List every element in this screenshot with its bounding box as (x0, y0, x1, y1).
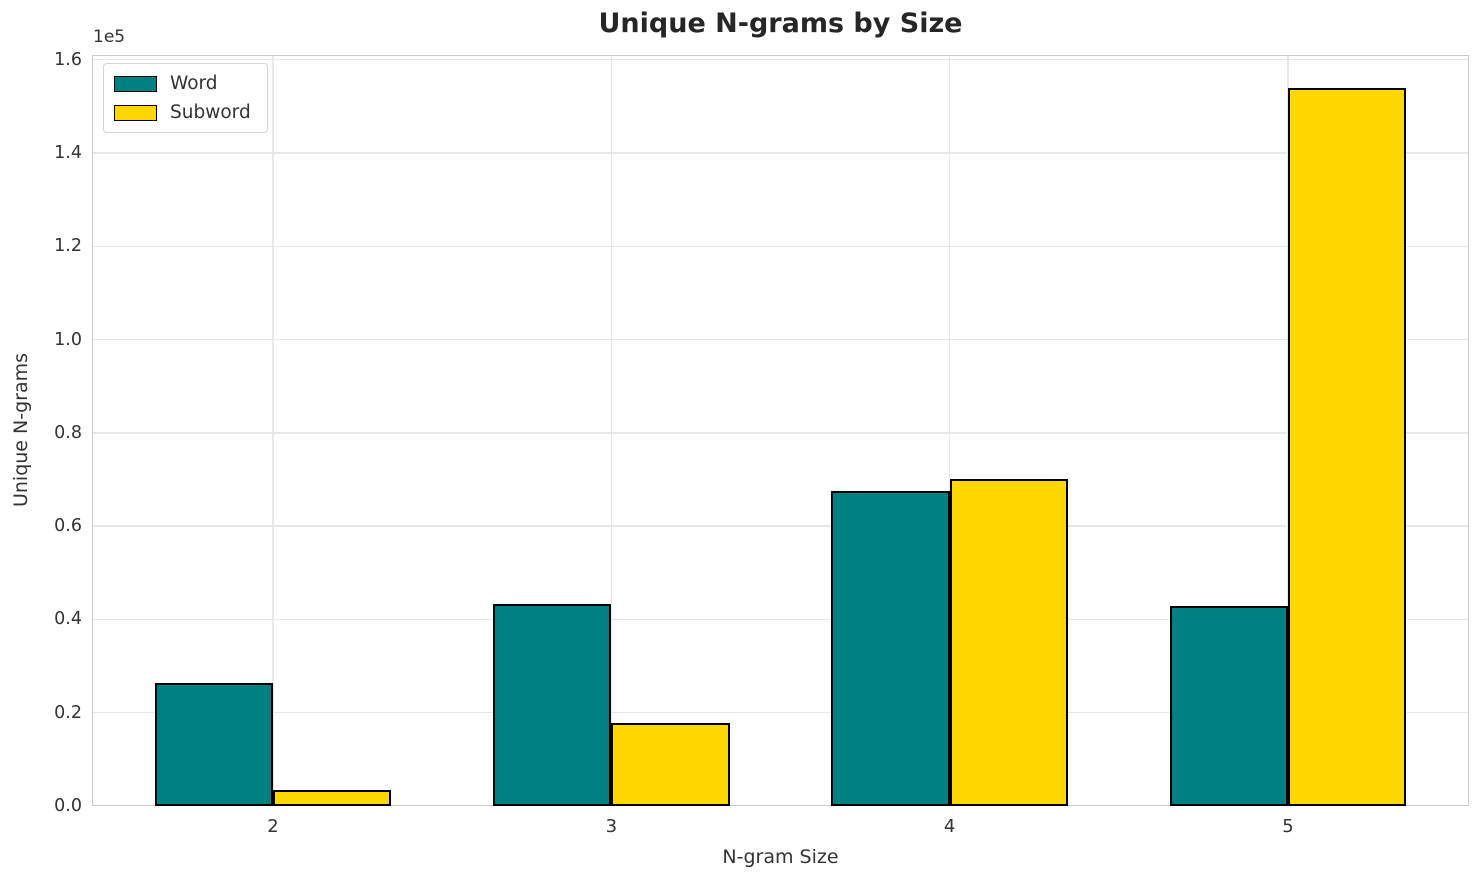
bar-word-ngram-4 (831, 491, 950, 806)
gridline-vertical (1287, 55, 1289, 806)
x-tick-label: 3 (605, 816, 618, 837)
legend-label-subword: Subword (170, 102, 251, 123)
legend-swatch-word (114, 75, 157, 92)
legend: Word Subword (103, 63, 268, 133)
bar-word-ngram-2 (154, 682, 273, 806)
y-axis-offset-text: 1e5 (93, 27, 126, 47)
axes-frame (92, 55, 1469, 806)
plot-area: Word Subword (92, 55, 1469, 806)
bar-subword-ngram-3 (611, 722, 730, 806)
y-tick-label: 1.4 (54, 142, 82, 163)
bar-word-ngram-3 (492, 604, 612, 806)
legend-item-word: Word (114, 73, 251, 94)
x-axis-label: N-gram Size (722, 846, 839, 868)
gridline-horizontal (92, 58, 1469, 61)
bar-subword-ngram-4 (949, 479, 1069, 806)
y-tick-label: 0.6 (54, 516, 82, 537)
y-tick-label: 1.6 (54, 49, 82, 70)
bar-word-ngram-5 (1169, 605, 1288, 806)
legend-label-word: Word (170, 73, 218, 94)
y-tick-label: 0.8 (54, 422, 82, 443)
gridline-horizontal (92, 712, 1469, 714)
y-tick-label: 1.0 (54, 329, 82, 350)
gridline-vertical (948, 55, 951, 806)
bar-subword-ngram-2 (273, 790, 392, 806)
y-tick-label: 0.4 (54, 609, 82, 630)
x-tick-label: 2 (267, 816, 279, 837)
gridline-horizontal (92, 618, 1469, 621)
x-tick-label: 5 (1282, 816, 1294, 837)
gridline-horizontal (92, 525, 1469, 527)
y-tick-label: 0.0 (54, 796, 82, 816)
gridline-vertical (272, 55, 274, 806)
gridline-horizontal (92, 338, 1469, 341)
gridline-horizontal (92, 432, 1469, 434)
chart-title: Unique N-grams by Size (598, 8, 963, 39)
legend-item-subword: Subword (114, 102, 251, 123)
y-tick-label: 0.2 (54, 702, 82, 723)
x-tick-label: 4 (943, 816, 956, 837)
bar-subword-ngram-5 (1287, 88, 1407, 806)
gridline-vertical (610, 55, 613, 806)
gridline-horizontal (92, 245, 1469, 247)
gridline-horizontal (92, 152, 1469, 154)
y-tick-label: 1.2 (54, 236, 82, 257)
legend-swatch-subword (114, 104, 157, 121)
